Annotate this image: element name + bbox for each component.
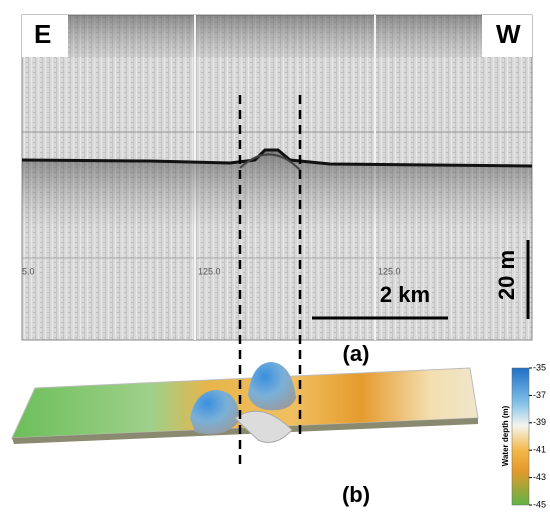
colorbar-tick-label: -41 xyxy=(533,445,546,455)
colorbar-title: Water depth (m) xyxy=(501,405,510,466)
bathymetry-surface xyxy=(11,362,479,444)
label-box xyxy=(22,15,68,57)
direction-label: E xyxy=(34,19,51,49)
scale-label: 2 km xyxy=(380,282,430,307)
colorbar-tick-label: -45 xyxy=(533,499,546,509)
colorbar: Water depth (m) xyxy=(501,367,530,506)
scale-label: 20 m xyxy=(494,250,519,300)
profile-mark: 125.0 xyxy=(378,266,401,276)
label-box xyxy=(482,15,532,57)
colorbar-tick-label: -43 xyxy=(533,472,546,482)
profile-mark: 5.0 xyxy=(22,266,35,276)
colorbar-tick-label: -39 xyxy=(533,417,546,427)
panel-label: (b) xyxy=(342,482,370,507)
panel-label: (a) xyxy=(343,341,370,366)
seismic-profile xyxy=(21,14,533,341)
profile-mark: 125.0 xyxy=(198,266,221,276)
colorbar-tick-label: -35 xyxy=(533,362,546,372)
colorbar-tick-label: -37 xyxy=(533,390,546,400)
direction-label: W xyxy=(496,19,521,49)
